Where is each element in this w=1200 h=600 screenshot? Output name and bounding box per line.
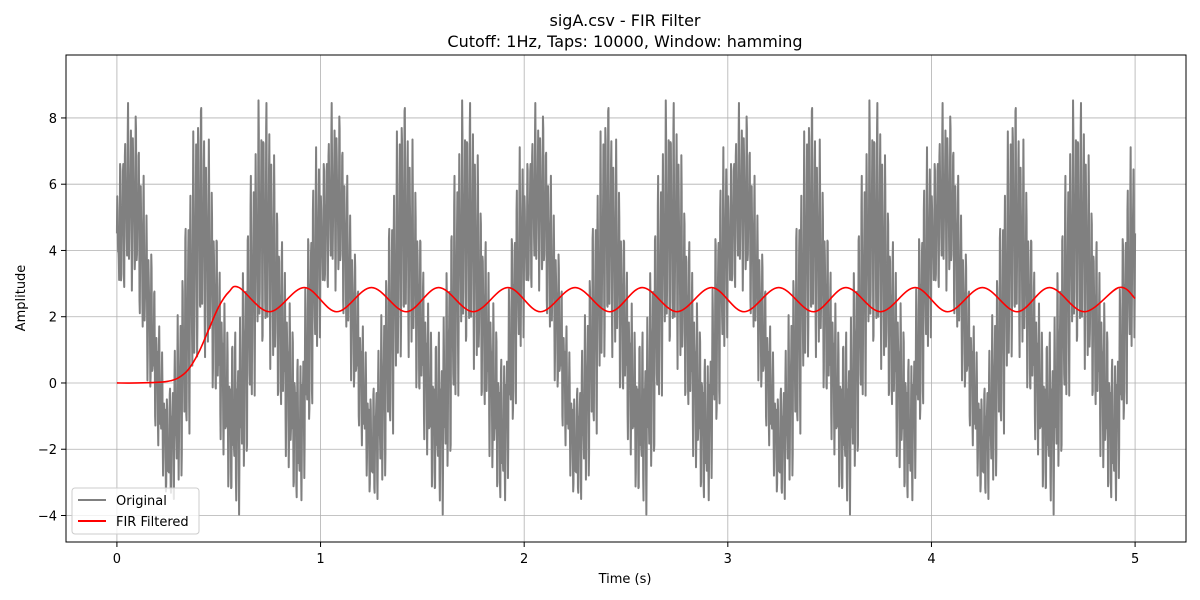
original-series-line <box>115 99 1137 516</box>
x-tick-label: 5 <box>1131 552 1139 567</box>
plot-area <box>115 99 1137 516</box>
x-tick-label: 4 <box>927 552 935 567</box>
legend-label-fir-filtered: FIR Filtered <box>116 515 189 530</box>
plot-frame <box>65 54 1187 543</box>
legend: Original FIR Filtered <box>71 487 200 535</box>
y-tick-label: 6 <box>49 178 57 193</box>
y-tick-label: 4 <box>49 244 57 259</box>
y-tick-label: −4 <box>38 509 57 524</box>
y-tick-label: −2 <box>38 443 57 458</box>
y-tick-label: 0 <box>49 377 57 392</box>
y-tick-label: 2 <box>49 311 57 326</box>
legend-label-original: Original <box>116 494 167 509</box>
y-tick-label: 8 <box>49 112 57 127</box>
x-tick-label: 3 <box>724 552 732 567</box>
y-axis-label: Amplitude <box>14 265 29 332</box>
chart-subtitle: Cutoff: 1Hz, Taps: 10000, Window: hammin… <box>447 32 802 51</box>
x-tick-label: 0 <box>113 552 121 567</box>
y-axis-ticks: −4 −2 0 2 4 6 8 <box>38 112 66 524</box>
x-tick-label: 2 <box>520 552 528 567</box>
fir-filtered-series-line <box>116 285 1136 384</box>
x-tick-label: 1 <box>316 552 324 567</box>
x-axis-label: Time (s) <box>598 572 652 587</box>
chart-title: sigA.csv - FIR Filter <box>550 11 701 30</box>
x-axis-ticks: 0 1 2 3 4 5 <box>113 542 1139 567</box>
